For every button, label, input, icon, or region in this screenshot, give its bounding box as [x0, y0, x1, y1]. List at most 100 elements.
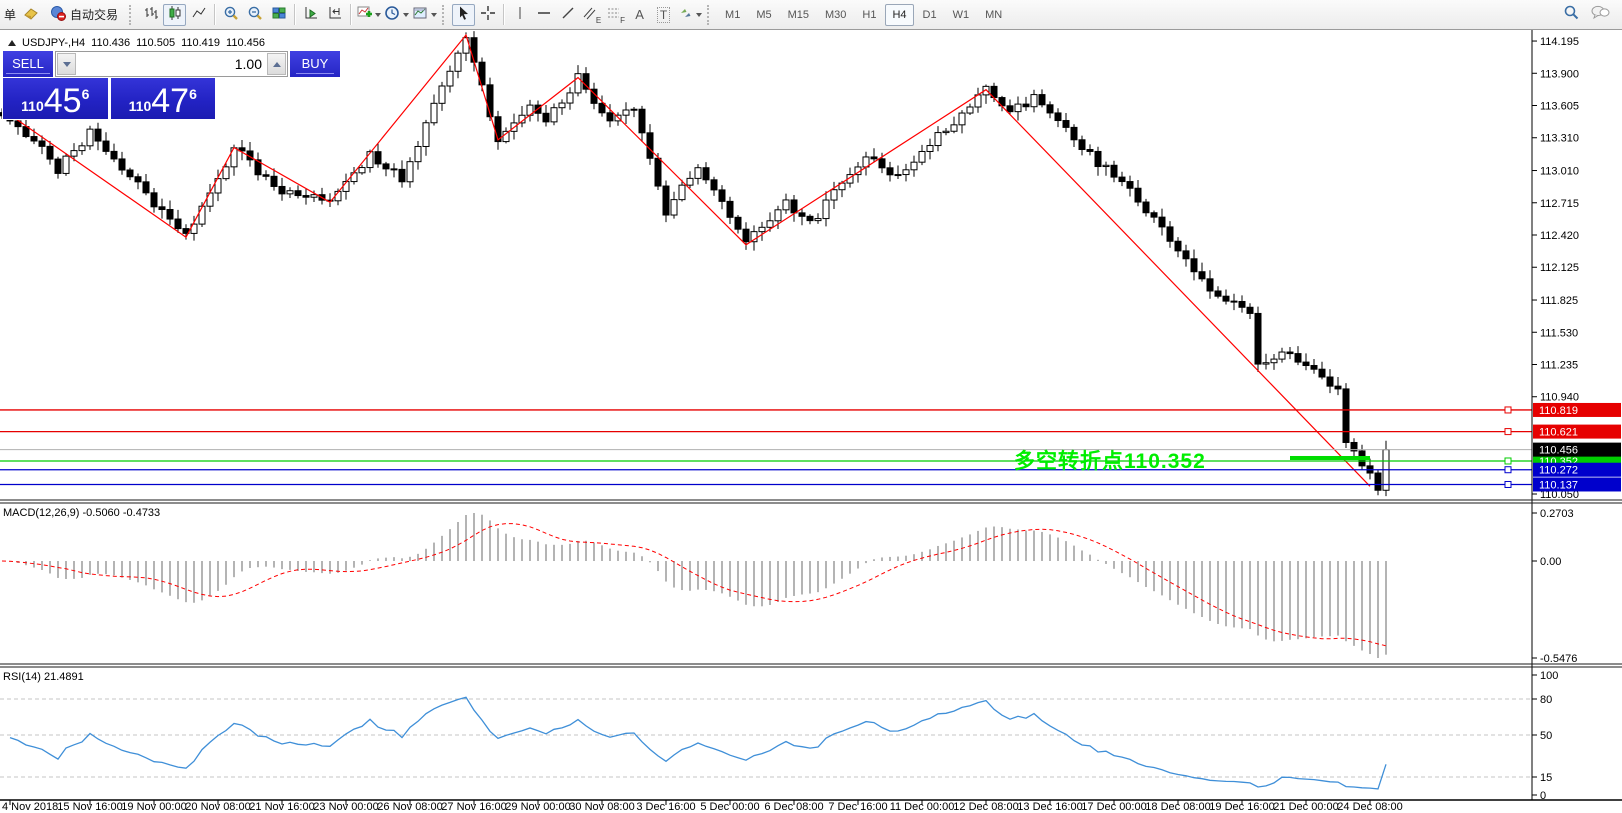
buy-price-big-figure: 110	[128, 98, 152, 114]
timeframe-h4[interactable]: H4	[885, 3, 914, 26]
svg-text:110.272: 110.272	[1539, 465, 1578, 477]
separator	[350, 4, 352, 25]
svg-text:6 Dec 08:00: 6 Dec 08:00	[764, 801, 823, 813]
svg-text:12 Dec 08:00: 12 Dec 08:00	[953, 801, 1018, 813]
arrows-button[interactable]	[676, 4, 703, 26]
bar-chart-icon	[143, 5, 159, 24]
svg-text:114.195: 114.195	[1540, 36, 1579, 48]
horizontal-line-button[interactable]	[532, 4, 555, 26]
volume-increase-button[interactable]	[267, 53, 286, 75]
volume-input[interactable]	[77, 52, 266, 76]
text-label-icon: T	[656, 6, 671, 23]
svg-text:110.456: 110.456	[1539, 445, 1578, 457]
vertical-line-icon	[512, 5, 528, 24]
crosshair-button[interactable]	[476, 4, 499, 26]
svg-text:113.900: 113.900	[1540, 68, 1579, 80]
svg-text:112.125: 112.125	[1540, 262, 1579, 274]
green-trend-segment[interactable]	[1290, 455, 1370, 460]
fibonacci-button[interactable]: F	[604, 4, 627, 26]
svg-text:110.940: 110.940	[1540, 392, 1579, 404]
svg-text:27 Nov 16:00: 27 Nov 16:00	[441, 801, 506, 813]
timeframe-d1[interactable]: D1	[922, 8, 937, 21]
text-tool-icon: A	[635, 7, 644, 22]
text-label-button[interactable]: T	[652, 4, 675, 26]
chart-shift-button[interactable]	[323, 4, 346, 26]
svg-text:19 Dec 16:00: 19 Dec 16:00	[1209, 801, 1274, 813]
svg-text:110.137: 110.137	[1539, 479, 1578, 491]
chevron-down-icon	[375, 12, 382, 17]
line-handle[interactable]	[1504, 466, 1512, 474]
toolbar-grip	[129, 4, 135, 25]
svg-text:20 Nov 08:00: 20 Nov 08:00	[185, 801, 250, 813]
macd-label: MACD(12,26,9) -0.5060 -0.4733	[3, 507, 160, 519]
buy-price-button[interactable]: 110 47 6	[110, 78, 215, 119]
indicators-button[interactable]	[355, 4, 382, 26]
svg-text:80: 80	[1540, 694, 1552, 706]
sell-button[interactable]: SELL	[3, 51, 53, 77]
arrows-icon	[677, 5, 693, 24]
timeframe-m15[interactable]: M15	[787, 8, 809, 21]
cursor-button[interactable]	[452, 3, 476, 26]
toolbar: 单 自动交易	[0, 0, 1622, 30]
timeframe-m5[interactable]: M5	[756, 8, 772, 21]
equidistant-channel-button[interactable]: E	[580, 4, 603, 26]
expert-advisor-icon	[50, 5, 67, 24]
chevron-down-icon	[403, 12, 410, 17]
bar-chart-button[interactable]	[139, 4, 162, 26]
svg-text:21 Nov 16:00: 21 Nov 16:00	[249, 801, 314, 813]
line-chart-button[interactable]	[187, 4, 210, 26]
svg-text:-0.5476: -0.5476	[1540, 653, 1577, 665]
indicators-icon	[356, 5, 373, 24]
rsi-value: 21.4891	[43, 671, 84, 683]
ohlc-low: 110.419	[181, 37, 221, 49]
trendline-button[interactable]	[556, 4, 579, 26]
svg-text:18 Dec 08:00: 18 Dec 08:00	[1145, 801, 1210, 813]
line-handle[interactable]	[1504, 480, 1512, 488]
periods-button[interactable]	[383, 4, 410, 26]
timeframe-h1[interactable]: H1	[862, 8, 877, 21]
vertical-line-button[interactable]	[508, 4, 531, 26]
svg-text:17 Dec 00:00: 17 Dec 00:00	[1081, 801, 1146, 813]
buy-button[interactable]: BUY	[290, 51, 340, 77]
line-handle[interactable]	[1504, 428, 1512, 436]
line-handle[interactable]	[1504, 406, 1512, 414]
trade-panel-toggle-icon[interactable]	[8, 40, 16, 46]
zoom-out-icon	[247, 5, 263, 24]
cursor-icon	[456, 5, 472, 24]
auto-scroll-button[interactable]	[299, 4, 322, 26]
toolbar-right	[1563, 4, 1620, 26]
chart-symbol-period: USDJPY-,H4	[22, 37, 86, 49]
zoom-out-button[interactable]	[243, 4, 266, 26]
templates-button[interactable]	[411, 4, 438, 26]
new-order-label[interactable]: 单	[4, 8, 17, 22]
separator	[503, 4, 505, 25]
text-button[interactable]: A	[628, 4, 651, 26]
sell-price-big-figure: 110	[21, 98, 44, 114]
svg-text:113.310: 113.310	[1540, 133, 1579, 145]
price-axis: 114.195 113.900 113.605 113.310 113.010 112.7…	[1532, 36, 1621, 501]
candlestick-chart-button[interactable]	[163, 3, 187, 26]
chevron-down-icon	[431, 12, 438, 17]
volume-control	[55, 51, 288, 77]
timeframe-m30[interactable]: M30	[825, 8, 847, 21]
zoom-in-button[interactable]	[219, 4, 242, 26]
timeframe-w1[interactable]: W1	[952, 8, 970, 21]
line-handle[interactable]	[1504, 457, 1512, 465]
chat-icon[interactable]	[1590, 4, 1610, 25]
timeframe-m1[interactable]: M1	[725, 8, 741, 21]
macd-signal-value: -0.4733	[122, 507, 161, 519]
svg-text:3 Dec 16:00: 3 Dec 16:00	[636, 801, 695, 813]
svg-text:111.235: 111.235	[1540, 359, 1578, 371]
tile-windows-button[interactable]	[267, 4, 290, 26]
separator	[214, 4, 216, 25]
sell-price-button[interactable]: 110 45 6	[3, 78, 108, 119]
fibonacci-icon	[606, 5, 622, 24]
timeframe-mn[interactable]: MN	[985, 8, 1003, 21]
metaeditor-button[interactable]	[19, 4, 42, 26]
svg-text:100: 100	[1540, 670, 1558, 682]
search-icon[interactable]	[1563, 4, 1580, 26]
autotrading-button[interactable]: 自动交易	[43, 4, 125, 26]
volume-decrease-button[interactable]	[57, 53, 76, 75]
